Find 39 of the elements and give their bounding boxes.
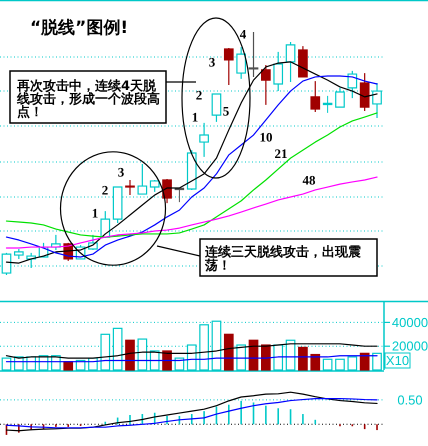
candlestick (360, 72, 370, 112)
text: 0.50 (397, 392, 423, 408)
annotation: 2 (196, 88, 202, 102)
candlestick (224, 47, 234, 86)
candlestick (174, 188, 184, 203)
bar (248, 340, 258, 371)
candlestick (14, 248, 24, 260)
y-axis-title: X10 (386, 353, 410, 368)
annotation: 3 (118, 164, 125, 180)
y-tick-label: 20000 (392, 338, 428, 354)
line-series (6, 343, 378, 359)
annotation: 1 (192, 110, 198, 124)
candlestick (298, 45, 308, 78)
series-label: 21 (274, 146, 288, 161)
y-tick-label: 40000 (392, 314, 428, 330)
bar (298, 346, 308, 371)
annotation: 连续三天脱线攻击，出现震荡！ (204, 245, 361, 274)
annotation: 2 (102, 182, 108, 198)
candlestick (310, 80, 320, 113)
annotation: 4 (240, 26, 247, 42)
annotation: 3 (208, 54, 216, 70)
annotation: 再次攻击中，连续4天脱线攻击，形成一个波段高点！ (16, 79, 160, 120)
candlestick (322, 95, 332, 114)
annotation: 1 (92, 206, 98, 220)
candlestick (212, 93, 222, 123)
candlestick (137, 163, 148, 195)
bar (125, 340, 135, 371)
series-label: 48 (302, 172, 316, 188)
series-label: 5 (222, 104, 230, 118)
candlestick (125, 179, 135, 196)
chart-title: “脱线”图例! (30, 18, 128, 38)
bar (310, 354, 320, 371)
candlestick (150, 179, 160, 192)
bar (224, 334, 234, 371)
candlestick (347, 70, 358, 99)
bar (360, 352, 370, 371)
candlestick (248, 31, 258, 78)
candlestick (261, 64, 271, 106)
series-label: 10 (260, 130, 272, 144)
